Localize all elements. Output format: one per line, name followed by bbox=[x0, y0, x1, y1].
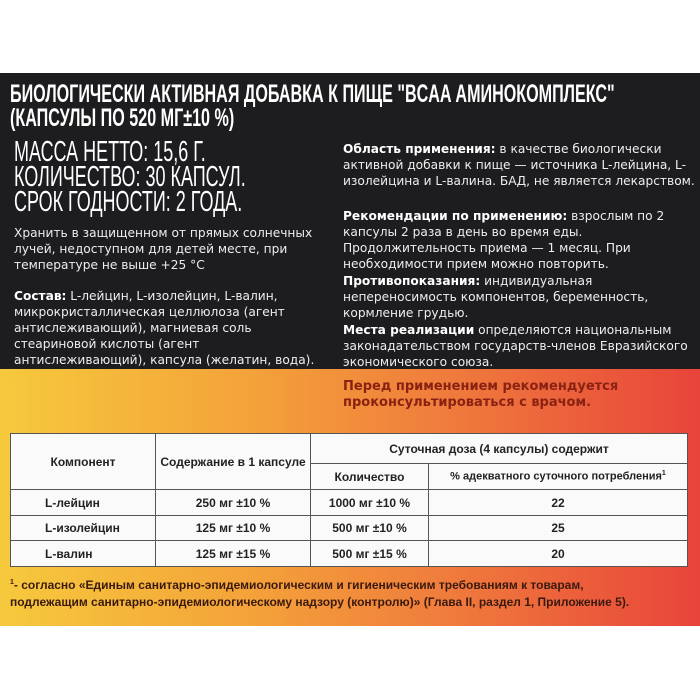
cell-amount: 500 мг ±15 % bbox=[310, 540, 429, 567]
usage-area: Область применения: в качестве биологиче… bbox=[343, 141, 695, 189]
cell-per-capsule: 125 мг ±10 % bbox=[155, 515, 311, 541]
shelf-life: СРОК ГОДНОСТИ: 2 ГОДА. bbox=[14, 186, 243, 218]
cell-component: L-изолейцин bbox=[10, 515, 156, 541]
footnote-line: подлежащим санитарно-эпидемиологическому… bbox=[10, 595, 630, 609]
header-per-capsule: Содержание в 1 капсуле bbox=[155, 433, 311, 490]
table-row: L-лейцин 250 мг ±10 % 1000 мг ±10 % 22 bbox=[10, 489, 688, 516]
composition: Состав: L-лейцин, L-изолейцин, L-валин, … bbox=[14, 288, 334, 368]
header-component: Компонент bbox=[10, 433, 156, 490]
section-text: взрослым по 2 капсулы 2 раза в день во в… bbox=[343, 209, 665, 271]
footnote-line: - согласно «Единым санитарно-эпидемиолог… bbox=[13, 578, 584, 592]
product-subtitle: (КАПСУЛЫ ПО 520 МГ±10 %) bbox=[10, 104, 235, 132]
cell-per-capsule: 125 мг ±15 % bbox=[155, 540, 311, 567]
contraindications: Противопоказания: индивидуальная неперен… bbox=[343, 273, 695, 321]
header-daily: Суточная доза (4 капсулы) содержит bbox=[310, 433, 688, 464]
header-percent: % адекватного суточного потребления1 bbox=[428, 463, 688, 490]
recommendations: Рекомендации по применению: взрослым по … bbox=[343, 208, 695, 272]
section-text: индивидуальная непереносимость компонент… bbox=[343, 274, 649, 320]
quantity: КОЛИЧЕСТВО: 30 КАПСУЛ. bbox=[14, 161, 246, 193]
cell-component: L-лейцин bbox=[10, 489, 156, 516]
cell-component: L-валин bbox=[10, 540, 156, 567]
product-title: БИОЛОГИЧЕСКИ АКТИВНАЯ ДОБАВКА К ПИЩЕ "BC… bbox=[10, 80, 615, 108]
storage-text: Хранить в защищенном от прямых солнечных… bbox=[14, 226, 313, 272]
section-label: Противопоказания: bbox=[343, 274, 481, 288]
table-row: L-изолейцин 125 мг ±10 % 500 мг ±10 % 25 bbox=[10, 515, 688, 541]
sales-places: Места реализации определяются национальн… bbox=[343, 322, 695, 370]
section-text: определяются национальным законадательст… bbox=[343, 323, 688, 369]
cell-percent: 22 bbox=[428, 489, 688, 516]
section-text: в качестве биологически активной добавки… bbox=[343, 142, 695, 188]
composition-label: Состав: bbox=[14, 289, 67, 303]
cell-percent: 20 bbox=[428, 540, 688, 567]
footnote: 1- согласно «Единым санитарно-эпидемиоло… bbox=[10, 574, 629, 611]
nutrition-table: Компонент Содержание в 1 капсуле Суточна… bbox=[10, 433, 688, 567]
footnote-mark: 1 bbox=[10, 579, 14, 586]
section-label: Места реализации bbox=[343, 323, 475, 337]
header-amount: Количество bbox=[310, 463, 429, 490]
cell-amount: 500 мг ±10 % bbox=[310, 515, 429, 541]
section-label: Область применения: bbox=[343, 142, 496, 156]
cell-per-capsule: 250 мг ±10 % bbox=[155, 489, 311, 516]
table-row: L-валин 125 мг ±15 % 500 мг ±15 % 20 bbox=[10, 540, 688, 567]
doctor-warning: Перед применением рекомендуется проконсу… bbox=[343, 379, 619, 410]
cell-amount: 1000 мг ±10 % bbox=[310, 489, 429, 516]
cell-percent: 25 bbox=[428, 515, 688, 541]
section-label: Рекомендации по применению: bbox=[343, 209, 568, 223]
composition-text: L-лейцин, L-изолейцин, L-валин, микрокри… bbox=[14, 289, 315, 367]
dark-panel bbox=[0, 73, 700, 369]
net-weight: МАССА НЕТТО: 15,6 Г. bbox=[14, 136, 206, 168]
